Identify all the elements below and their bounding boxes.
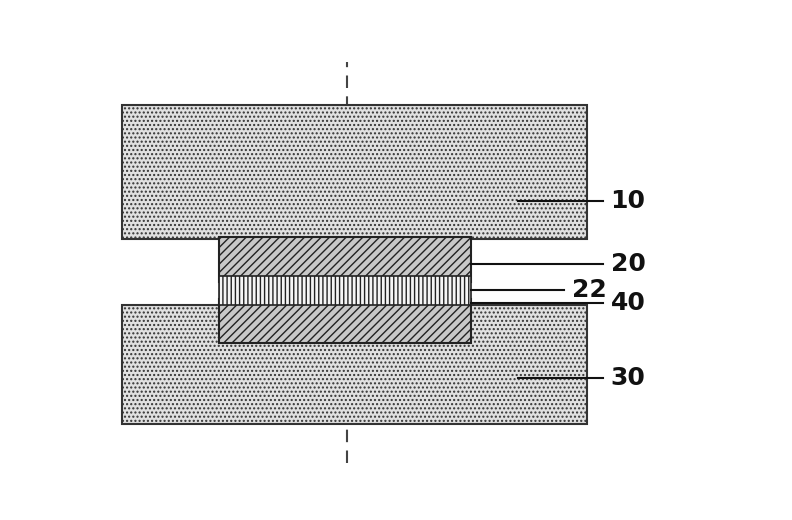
Text: 30: 30: [611, 366, 645, 390]
Text: 10: 10: [611, 189, 645, 213]
Bar: [219, 299, 471, 343]
Bar: [122, 105, 587, 240]
Text: 20: 20: [611, 252, 645, 276]
Bar: [219, 276, 471, 305]
Text: 40: 40: [611, 291, 645, 315]
Bar: [219, 237, 471, 282]
Text: 22: 22: [572, 278, 607, 302]
Bar: [122, 305, 587, 424]
